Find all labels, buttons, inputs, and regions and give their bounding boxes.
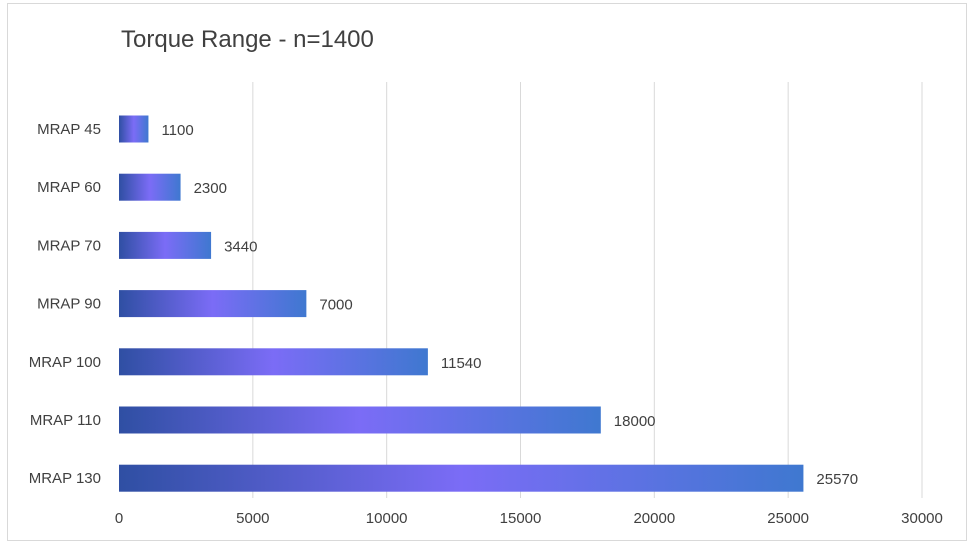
category-labels: MRAP 45 MRAP 60 MRAP 70 MRAP 90 MRAP 100 MRAP… xyxy=(29,121,101,487)
bars xyxy=(119,115,804,492)
data-label: 18000 xyxy=(614,413,656,430)
bar xyxy=(119,406,601,434)
bar xyxy=(119,115,149,143)
category-label: MRAP 45 xyxy=(37,121,101,138)
x-tick-label: 10000 xyxy=(366,510,408,527)
category-label: MRAP 60 xyxy=(37,179,101,196)
x-tick-label: 25000 xyxy=(767,510,809,527)
bar xyxy=(119,231,212,259)
bar xyxy=(119,348,428,376)
data-label: 3440 xyxy=(224,238,257,255)
bar xyxy=(119,173,181,201)
data-label: 1100 xyxy=(161,122,193,139)
x-tick-label: 20000 xyxy=(633,510,675,527)
x-tick-label: 30000 xyxy=(901,510,943,527)
gridlines xyxy=(252,82,923,498)
data-label: 11540 xyxy=(441,355,482,372)
data-label: 25570 xyxy=(816,471,858,488)
chart-title: Torque Range - n=1400 xyxy=(121,26,374,53)
data-label: 2300 xyxy=(194,180,227,197)
x-tick-labels: 0 5000 10000 15000 20000 25000 30000 xyxy=(115,510,943,527)
category-label: MRAP 90 xyxy=(37,296,101,313)
data-label: 7000 xyxy=(319,297,352,314)
category-label: MRAP 110 xyxy=(30,412,101,429)
bar xyxy=(119,290,307,318)
category-label: MRAP 100 xyxy=(29,354,101,371)
category-label: MRAP 130 xyxy=(29,470,101,487)
chart-frame xyxy=(7,3,967,541)
x-tick-label: 5000 xyxy=(236,510,269,527)
x-tick-label: 15000 xyxy=(500,510,542,527)
bar xyxy=(119,464,804,492)
data-labels: 1100 2300 3440 7000 11540 18000 25570 xyxy=(161,122,858,488)
x-tick-label: 0 xyxy=(115,510,123,527)
category-label: MRAP 70 xyxy=(37,237,101,254)
